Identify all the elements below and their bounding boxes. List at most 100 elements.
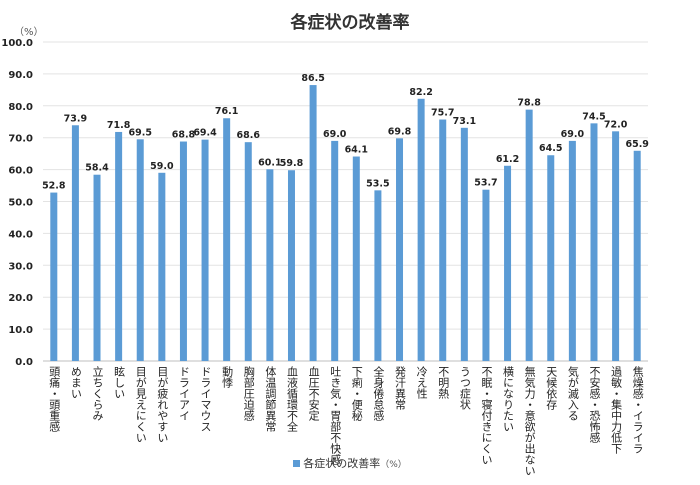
y-tick-label: 80.0	[8, 102, 33, 113]
data-label: 69.8	[388, 126, 412, 137]
bar	[244, 142, 252, 361]
bar	[374, 190, 382, 361]
data-label: 72.0	[604, 119, 628, 130]
bar	[201, 139, 209, 361]
x-tick-label: 天候依存	[544, 366, 558, 410]
x-tick-label: 不安感・恐怖感	[587, 366, 601, 443]
data-label: 75.7	[431, 108, 454, 119]
x-tick-label: 血液循環不全	[285, 366, 299, 432]
y-tick-label: 50.0	[8, 198, 33, 209]
x-tick-label: ドライアイ	[177, 366, 191, 421]
x-tick-label: 横になりたい	[501, 366, 515, 432]
data-label: 82.2	[409, 87, 432, 98]
bar	[287, 170, 295, 361]
x-tick-label: 目が疲れやすい	[155, 366, 169, 443]
x-tick-label: うつ症状	[458, 366, 472, 410]
data-label: 59.0	[150, 161, 174, 172]
legend-unit: （%）	[380, 460, 407, 470]
x-tick-label: 頭痛・頭重感	[47, 366, 61, 432]
bar	[590, 123, 598, 361]
y-tick-label: 10.0	[8, 325, 33, 336]
x-tick-label: 不眠・寝付きにくい	[479, 366, 493, 465]
bar	[525, 109, 533, 362]
bar	[547, 155, 555, 361]
x-tick-label: 無気力・意欲が出ない	[523, 366, 537, 476]
x-tick-label: 全身倦怠感	[371, 366, 385, 421]
x-tick-label: 動悸	[220, 366, 234, 388]
bar	[417, 98, 425, 362]
legend-swatch	[293, 460, 301, 467]
data-label: 76.1	[215, 106, 238, 117]
x-tick-label: 目が見えにくい	[134, 366, 148, 443]
bar	[396, 138, 404, 361]
data-label: 53.5	[366, 178, 389, 189]
x-tick-label: ドライマウス	[199, 366, 213, 432]
x-tick-label: 気が滅入る	[566, 366, 580, 421]
x-tick-label: 吐き気・胃部不快感	[328, 366, 342, 465]
legend: 各症状の改善率（%）	[0, 455, 700, 471]
data-label: 69.4	[193, 128, 217, 139]
x-tick-label: 不明熱	[436, 366, 450, 399]
y-tick-label: 20.0	[8, 293, 33, 304]
data-label: 59.8	[280, 158, 304, 169]
bar	[460, 127, 468, 361]
data-label: 53.7	[474, 178, 497, 189]
bar	[71, 125, 79, 361]
bar	[612, 131, 620, 361]
bar	[136, 139, 144, 361]
y-tick-label: 70.0	[8, 134, 33, 145]
bar	[266, 169, 274, 361]
bar	[352, 156, 360, 361]
bar	[504, 165, 512, 361]
data-label: 69.0	[323, 129, 347, 140]
x-tick-label: 過敏・集中力低下	[609, 366, 623, 454]
data-label: 86.5	[301, 73, 324, 84]
y-tick-label: 0.0	[15, 357, 33, 368]
y-axis-unit: （%）	[14, 27, 44, 38]
bar	[223, 118, 231, 361]
x-tick-label: 胸部圧迫感	[242, 366, 256, 421]
x-tick-label: 焦燥感・イライラ	[631, 366, 645, 454]
data-label: 58.4	[85, 163, 109, 174]
bar	[633, 150, 641, 361]
data-label: 68.8	[172, 130, 196, 141]
x-tick-label: 体温調節異常	[263, 366, 277, 432]
data-label: 73.9	[64, 113, 87, 124]
bar	[439, 119, 447, 361]
bar	[115, 131, 123, 361]
x-tick-label: 発汗異常	[393, 366, 407, 410]
bar	[179, 141, 187, 361]
data-label: 64.1	[345, 145, 368, 156]
y-tick-label: 100.0	[1, 38, 33, 49]
data-label: 78.8	[517, 98, 541, 109]
data-label: 65.9	[625, 139, 648, 150]
data-label: 60.1	[258, 157, 281, 168]
legend-label: 各症状の改善率	[303, 457, 381, 470]
data-label: 73.1	[453, 116, 476, 127]
bar	[50, 192, 58, 361]
data-label: 69.0	[561, 129, 585, 140]
bar	[568, 140, 576, 361]
y-tick-label: 30.0	[8, 261, 33, 272]
x-tick-label: 眩しい	[112, 366, 126, 399]
data-label: 64.5	[539, 143, 562, 154]
bar	[93, 174, 101, 361]
y-tick-label: 90.0	[8, 70, 33, 81]
x-tick-label: 冷え性	[415, 366, 429, 399]
bar	[482, 189, 490, 361]
bar	[158, 172, 166, 361]
y-tick-label: 60.0	[8, 166, 33, 177]
data-label: 68.6	[237, 130, 261, 141]
data-label: 74.5	[582, 111, 605, 122]
x-tick-label: 血圧不安定	[307, 366, 321, 421]
x-tick-label: 立ちくらみ	[91, 366, 105, 421]
bar	[331, 140, 339, 361]
x-tick-label: 下痢・便秘	[350, 366, 364, 421]
x-tick-label: めまい	[69, 366, 83, 399]
data-label: 69.5	[129, 127, 152, 138]
chart-title: 各症状の改善率	[290, 13, 410, 33]
bar	[309, 85, 317, 361]
data-label: 71.8	[107, 120, 131, 131]
